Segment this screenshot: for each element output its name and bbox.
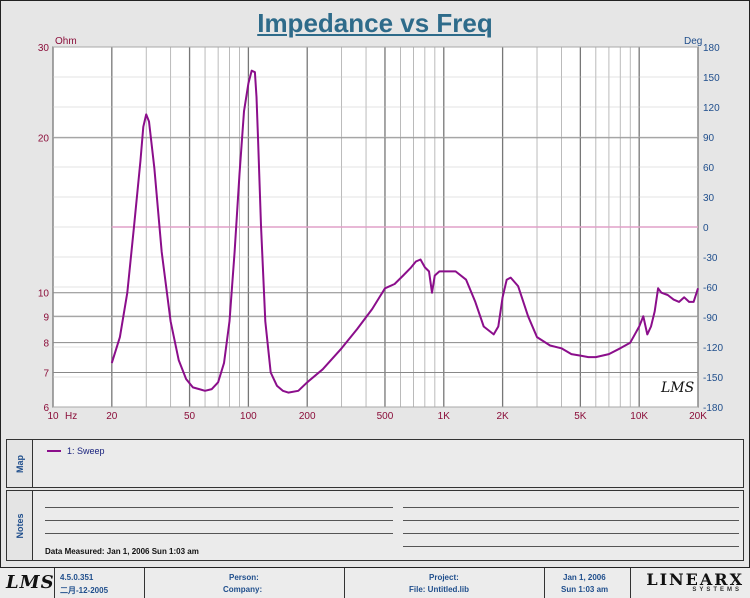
note-line[interactable] xyxy=(403,546,739,547)
x-tick-label: 10K xyxy=(630,411,648,422)
y2-tick-label: 30 xyxy=(703,193,715,204)
footer-time: Sun 1:03 am xyxy=(561,585,609,594)
version-date: 二月-12-2005 xyxy=(60,586,109,595)
linearx-logo: LINEARX xyxy=(646,570,744,589)
company-label: Company: xyxy=(223,585,263,594)
footer-brand-cell: LINEARX SYSTEMS xyxy=(631,568,750,598)
x-tick-label: 10 xyxy=(47,411,59,422)
person-label: Person: xyxy=(229,573,259,582)
note-line[interactable] xyxy=(45,520,393,521)
legend-label: 1: Sweep xyxy=(67,446,105,456)
linearx-subtitle: SYSTEMS xyxy=(692,587,742,593)
y2-tick-label: -90 xyxy=(703,313,718,324)
footer-project-cell: Project: File: Untitled.lib xyxy=(345,568,545,598)
y2-tick-label: -60 xyxy=(703,283,718,294)
impedance-chart: 10 20 50 100 200 500 1K 2K 5K 10K 20K 6 7 8 9 10 20 30 180… xyxy=(38,36,724,422)
notes-tab-label: Notes xyxy=(14,512,25,539)
y2-tick-label: -150 xyxy=(703,373,723,384)
plot-watermark-logo: LMS xyxy=(661,380,695,396)
notes-tab[interactable]: Notes xyxy=(7,491,33,560)
impedance-line xyxy=(110,69,699,394)
y-right-unit: Deg xyxy=(684,36,702,47)
x-tick-label: 5K xyxy=(574,411,587,422)
notes-panel: Notes Data Measured: Jan 1, 2006 Sun 1:0… xyxy=(6,490,744,561)
note-line[interactable] xyxy=(403,507,739,508)
y2-tick-label: 120 xyxy=(703,103,720,114)
footer-date: Jan 1, 2006 xyxy=(563,573,606,582)
footer-date-cell: Jan 1, 2006 Sun 1:03 am xyxy=(545,568,631,598)
version-text: 4.5.0.351 xyxy=(60,573,94,582)
y-tick-label: 8 xyxy=(43,339,49,350)
x-tick-label: 2K xyxy=(496,411,509,422)
y2-tick-label: -180 xyxy=(703,403,723,414)
y2-tick-label: 90 xyxy=(703,133,715,144)
lms-logo: LMS xyxy=(6,572,55,593)
chart-grid xyxy=(52,46,699,408)
x-tick-label: 20 xyxy=(106,411,118,422)
map-panel: Map 1: Sweep xyxy=(6,439,744,488)
axis-ticks: 10 20 50 100 200 500 1K 2K 5K 10K 20K 6 7 8 9 10 20 30 180… xyxy=(38,43,724,422)
y-tick-label: 20 xyxy=(38,134,50,145)
footer-person-cell: Person: Company: xyxy=(145,568,345,598)
note-line[interactable] xyxy=(45,533,393,534)
data-measured-text: Data Measured: Jan 1, 2006 Sun 1:03 am xyxy=(45,547,199,556)
legend-swatch xyxy=(47,450,61,452)
project-label: Project: xyxy=(429,573,459,582)
x-tick-label: 1K xyxy=(438,411,451,422)
y-tick-label: 6 xyxy=(43,403,49,414)
x-unit: Hz xyxy=(65,411,77,422)
y2-tick-label: 60 xyxy=(703,163,715,174)
x-tick-label: 50 xyxy=(184,411,196,422)
note-line[interactable] xyxy=(403,520,739,521)
y-tick-label: 10 xyxy=(38,289,50,300)
note-line[interactable] xyxy=(403,533,739,534)
file-label: File: Untitled.lib xyxy=(409,585,469,594)
y2-tick-label: 180 xyxy=(703,43,720,54)
y2-tick-label: -30 xyxy=(703,253,718,264)
x-tick-label: 500 xyxy=(377,411,394,422)
legend-item[interactable]: 1: Sweep xyxy=(47,446,105,456)
footer-logo-cell: LMS xyxy=(0,568,55,598)
x-tick-label: 20K xyxy=(689,411,707,422)
footer-bar: LMS 4.5.0.351 二月-12-2005 Person: Company… xyxy=(0,567,750,598)
y2-tick-label: 150 xyxy=(703,73,720,84)
footer-version-cell: 4.5.0.351 二月-12-2005 xyxy=(55,568,145,598)
y-tick-label: 9 xyxy=(43,312,49,323)
impedance-series xyxy=(110,69,699,394)
note-line[interactable] xyxy=(45,507,393,508)
map-tab-label: Map xyxy=(14,454,25,473)
y-tick-label: 30 xyxy=(38,43,50,54)
x-tick-label: 100 xyxy=(240,411,257,422)
y-tick-label: 7 xyxy=(43,369,49,380)
y2-tick-label: 0 xyxy=(703,223,709,234)
chart-title: Impedance vs Freq xyxy=(257,8,493,38)
x-tick-label: 200 xyxy=(299,411,316,422)
y2-tick-label: -120 xyxy=(703,343,723,354)
map-tab[interactable]: Map xyxy=(7,440,33,487)
y-left-unit: Ohm xyxy=(55,36,77,47)
